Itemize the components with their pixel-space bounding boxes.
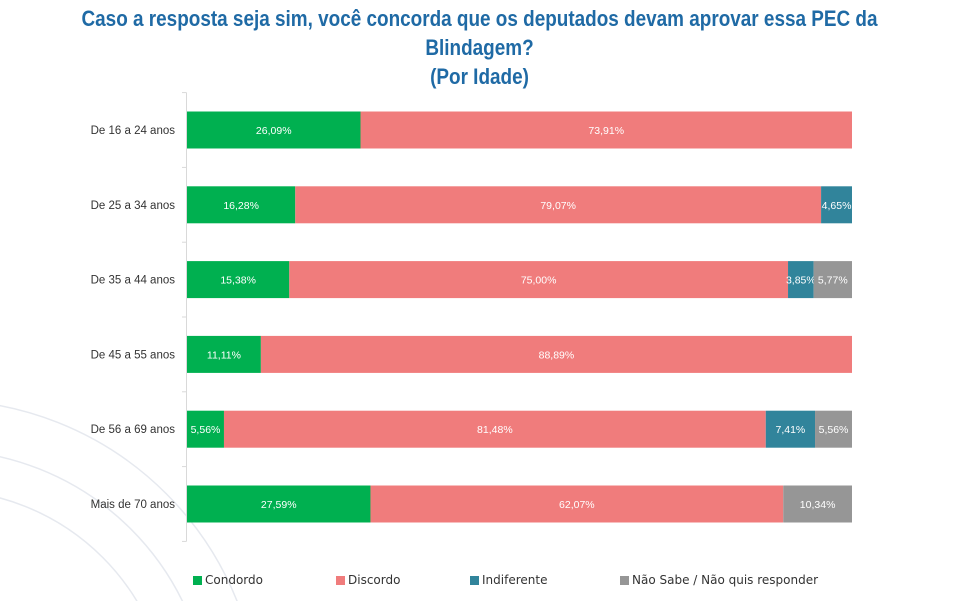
data-label: 15,38%: [220, 275, 256, 287]
bar-segment: [813, 261, 852, 299]
bar-group: Mais de 70 anos 27,59% 62,07% 10,34%: [91, 485, 852, 523]
legend-item: Discordo: [336, 572, 400, 588]
data-label: 88,89%: [539, 349, 575, 361]
bar-segment: [187, 485, 371, 523]
bar-segment: [788, 261, 814, 299]
legend-swatch: [336, 575, 345, 585]
bar-segment: [187, 186, 296, 224]
legend-label: Indiferente: [482, 573, 548, 587]
legend-item: Condordo: [193, 572, 263, 588]
bar-segment: [187, 335, 261, 373]
category-label: De 45 a 55 anos: [91, 349, 176, 361]
bar-segment: [821, 186, 852, 224]
data-label: 62,07%: [559, 499, 595, 511]
category-label: De 35 a 44 anos: [91, 275, 176, 287]
bar-segment: [360, 111, 852, 149]
legend-swatch: [620, 575, 629, 585]
legend-item: Não Sabe / Não quis responder: [620, 572, 818, 588]
bar-group: De 56 a 69 anos 5,56% 81,48% 7,41% 5,56%: [91, 410, 852, 448]
data-label: 26,09%: [256, 125, 292, 137]
data-label: 79,07%: [540, 200, 576, 212]
data-label: 7,41%: [776, 424, 806, 436]
data-label: 81,48%: [477, 424, 513, 436]
bar-group: De 25 a 34 anos 16,28% 79,07% 4,65%: [91, 186, 852, 224]
legend-label: Não Sabe / Não quis responder: [632, 573, 819, 587]
bar-segment: [783, 485, 852, 523]
bar-group: De 35 a 44 anos 15,38% 75,00% 3,85% 5,77%: [91, 261, 852, 299]
legend-swatch: [193, 575, 202, 585]
category-label: De 16 a 24 anos: [91, 125, 176, 137]
bar-segment: [289, 261, 789, 299]
data-label: 16,28%: [223, 200, 259, 212]
bar-segment: [765, 410, 816, 448]
chart-title: Caso a resposta seja sim, você concorda …: [67, 4, 892, 91]
data-label: 5,77%: [818, 275, 848, 287]
bar-segment: [187, 111, 361, 149]
legend-label: Discordo: [348, 573, 401, 587]
chart-subtitle: (Por Idade): [430, 64, 529, 89]
data-label: 5,56%: [819, 424, 849, 436]
bar-segment: [295, 186, 822, 224]
data-label: 5,56%: [191, 424, 221, 436]
data-label: 4,65%: [822, 200, 852, 212]
bar-segment: [187, 261, 290, 299]
bar-segment: [187, 410, 224, 448]
legend-swatch: [470, 575, 479, 585]
data-label: 10,34%: [800, 499, 836, 511]
bar-group: De 16 a 24 anos 26,09% 73,91%: [91, 111, 852, 149]
bar-group: De 45 a 55 anos 11,11% 88,89%: [91, 335, 853, 373]
data-label: 27,59%: [261, 499, 297, 511]
category-label: Mais de 70 anos: [91, 499, 176, 511]
bar-segment: [370, 485, 784, 523]
data-label: 75,00%: [521, 275, 557, 287]
bar-segment: [815, 410, 852, 448]
data-label: 73,91%: [588, 125, 624, 137]
category-label: De 25 a 34 anos: [91, 200, 176, 212]
legend-item: Indiferente: [470, 572, 547, 588]
bar-segment: [260, 335, 853, 373]
category-label: De 56 a 69 anos: [91, 424, 176, 436]
chart-title-main: Caso a resposta seja sim, você concorda …: [81, 6, 878, 60]
legend-label: Condordo: [205, 573, 263, 587]
bar-segment: [223, 410, 766, 448]
data-label: 3,85%: [786, 275, 816, 287]
data-label: 11,11%: [207, 349, 241, 361]
